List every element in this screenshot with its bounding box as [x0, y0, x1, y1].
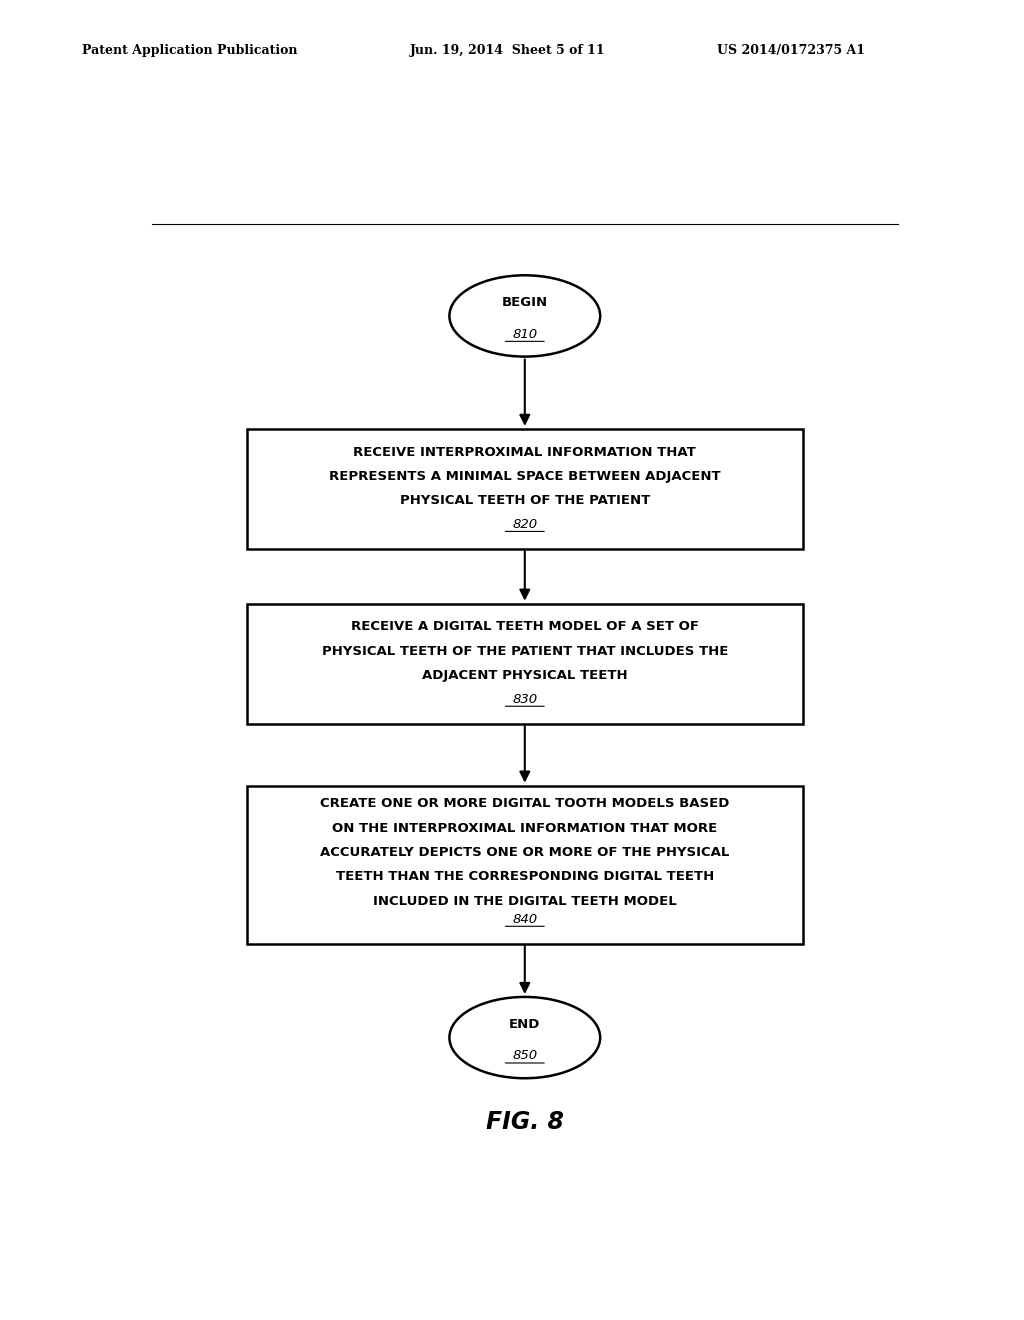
Text: REPRESENTS A MINIMAL SPACE BETWEEN ADJACENT: REPRESENTS A MINIMAL SPACE BETWEEN ADJAC…	[329, 470, 721, 483]
Text: Jun. 19, 2014  Sheet 5 of 11: Jun. 19, 2014 Sheet 5 of 11	[410, 44, 605, 57]
Text: RECEIVE INTERPROXIMAL INFORMATION THAT: RECEIVE INTERPROXIMAL INFORMATION THAT	[353, 446, 696, 458]
Text: TEETH THAN THE CORRESPONDING DIGITAL TEETH: TEETH THAN THE CORRESPONDING DIGITAL TEE…	[336, 870, 714, 883]
Text: 840: 840	[512, 912, 538, 925]
Text: ADJACENT PHYSICAL TEETH: ADJACENT PHYSICAL TEETH	[422, 669, 628, 682]
Text: RECEIVE A DIGITAL TEETH MODEL OF A SET OF: RECEIVE A DIGITAL TEETH MODEL OF A SET O…	[351, 620, 698, 634]
Text: ACCURATELY DEPICTS ONE OR MORE OF THE PHYSICAL: ACCURATELY DEPICTS ONE OR MORE OF THE PH…	[321, 846, 729, 859]
Text: FIG. 8: FIG. 8	[485, 1110, 564, 1134]
Text: PHYSICAL TEETH OF THE PATIENT: PHYSICAL TEETH OF THE PATIENT	[399, 495, 650, 507]
Text: ON THE INTERPROXIMAL INFORMATION THAT MORE: ON THE INTERPROXIMAL INFORMATION THAT MO…	[332, 822, 718, 834]
Text: PHYSICAL TEETH OF THE PATIENT THAT INCLUDES THE: PHYSICAL TEETH OF THE PATIENT THAT INCLU…	[322, 645, 728, 657]
Text: 850: 850	[512, 1049, 538, 1063]
Text: 810: 810	[512, 327, 538, 341]
Text: CREATE ONE OR MORE DIGITAL TOOTH MODELS BASED: CREATE ONE OR MORE DIGITAL TOOTH MODELS …	[321, 797, 729, 810]
Text: INCLUDED IN THE DIGITAL TEETH MODEL: INCLUDED IN THE DIGITAL TEETH MODEL	[373, 895, 677, 908]
Text: 820: 820	[512, 517, 538, 531]
Text: 830: 830	[512, 693, 538, 706]
Text: US 2014/0172375 A1: US 2014/0172375 A1	[717, 44, 865, 57]
Text: BEGIN: BEGIN	[502, 296, 548, 309]
Text: END: END	[509, 1018, 541, 1031]
Text: Patent Application Publication: Patent Application Publication	[82, 44, 297, 57]
